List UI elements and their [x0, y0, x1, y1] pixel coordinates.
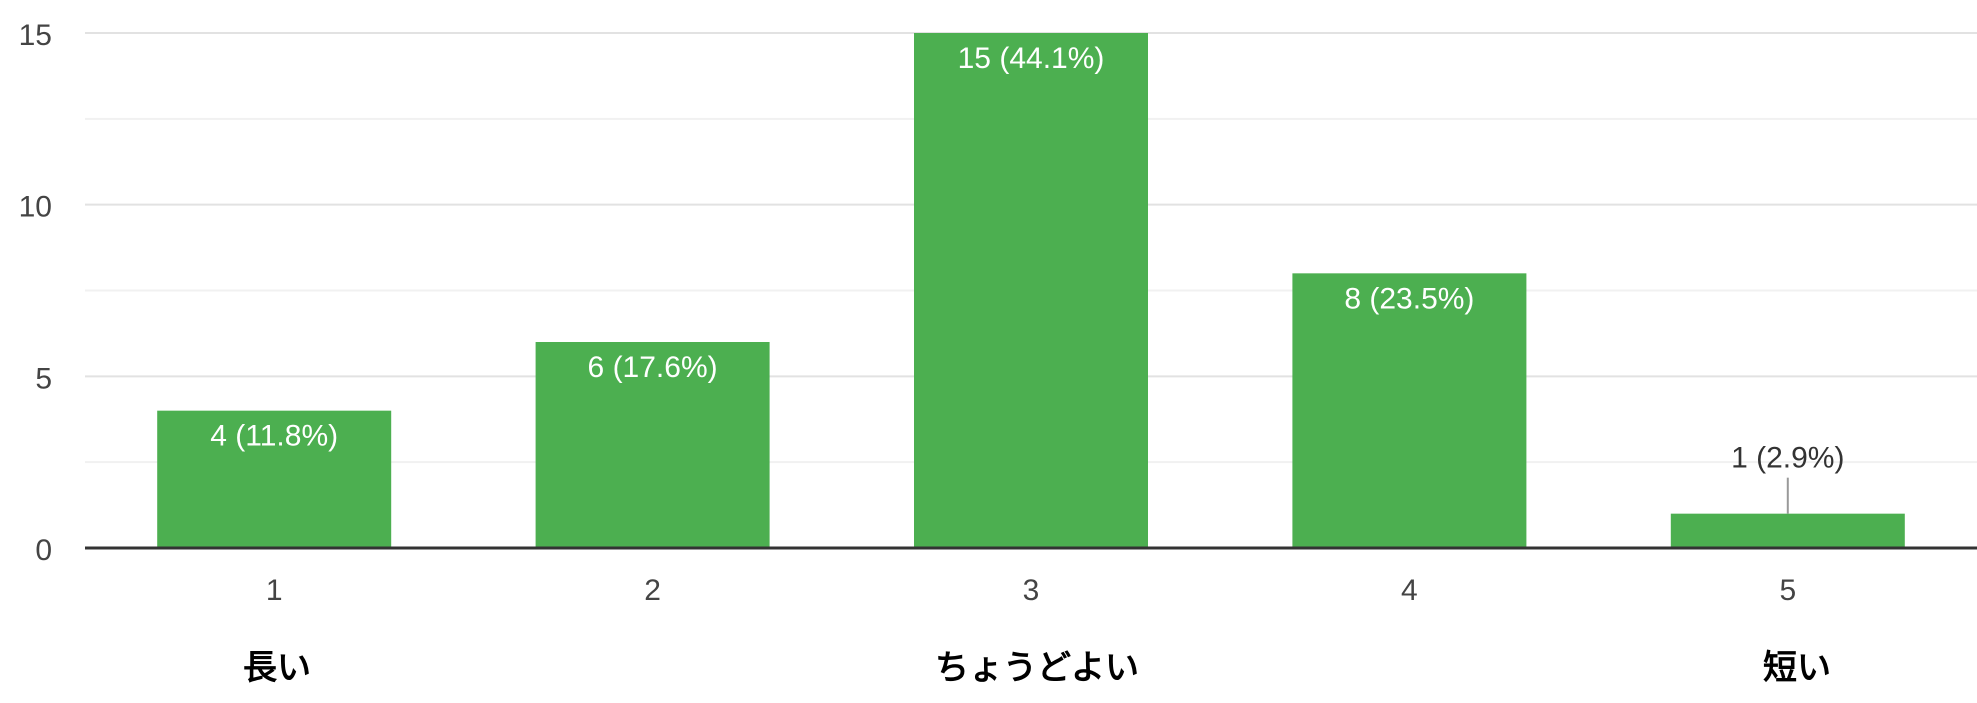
scale-label-low: 長い	[243, 648, 311, 688]
data-label: 6 (17.6%)	[588, 351, 718, 384]
bar-chart: 0 5 10 15 4 (11.8%) 1 6 (17.6%) 2 15 (44.1%) 3 8 (…	[19, 19, 1977, 607]
y-tick-label: 5	[35, 362, 52, 395]
y-tick-label: 0	[35, 534, 52, 567]
scale-label-high: 短い	[1763, 648, 1831, 688]
y-tick-label: 15	[19, 19, 52, 52]
x-tick-label: 1	[266, 574, 283, 607]
bar-3	[914, 33, 1148, 548]
data-label: 15 (44.1%)	[958, 42, 1105, 75]
bar-5	[1670, 513, 1905, 548]
data-label: 4 (11.8%)	[210, 420, 338, 453]
x-tick-label: 2	[644, 574, 661, 607]
y-tick-label: 10	[19, 191, 52, 224]
data-label: 1 (2.9%)	[1731, 442, 1844, 475]
bar-4	[1292, 273, 1527, 548]
bar-2	[535, 342, 770, 548]
data-label: 8 (23.5%)	[1344, 282, 1474, 315]
scale-label-mid: ちょうどよい	[935, 648, 1139, 688]
x-tick-label: 4	[1401, 574, 1418, 607]
x-tick-label: 5	[1779, 574, 1796, 607]
x-tick-label: 3	[1023, 574, 1040, 607]
bar-1	[157, 410, 392, 548]
